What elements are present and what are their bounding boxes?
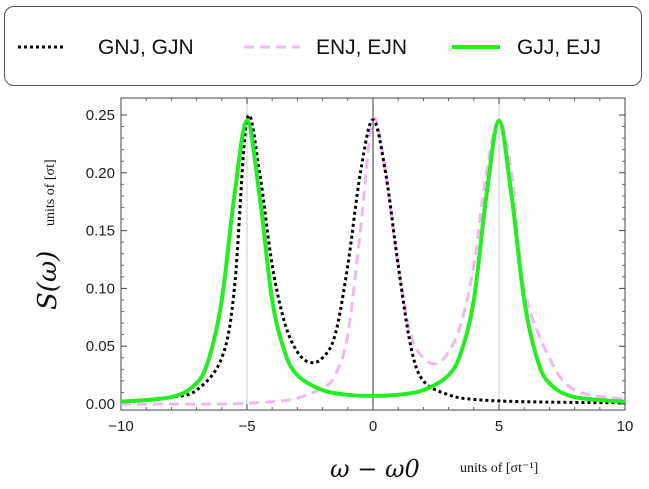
legend-label-gjj: GJJ, EJJ	[517, 36, 601, 59]
series-gjj-ejj	[120, 118, 626, 404]
legend-label-gnj: GNJ, GJN	[98, 36, 194, 59]
y-tick-label: 0.20	[86, 165, 115, 182]
x-tick-label: −5	[238, 418, 255, 435]
gridlines	[246, 98, 500, 410]
x-axis-units: units of [σt⁻¹]	[460, 461, 538, 476]
y-tick-label: 0.25	[86, 107, 115, 124]
y-tick-label: 0.15	[86, 223, 115, 240]
legend-label-enj: ENJ, EJN	[316, 36, 407, 59]
y-axis-units: units of [σt]	[43, 159, 58, 226]
x-tick-label: 5	[495, 418, 503, 435]
x-tick-label: 0	[369, 418, 377, 435]
x-tick-label: 10	[617, 418, 634, 435]
x-axis-label: ω − ω0	[330, 455, 420, 483]
legend	[4, 6, 642, 86]
y-axis-label: S(ω)	[33, 251, 63, 310]
axis-ticks: −10 −5 0 5 10 0.00 0.05 0.10 0.15 0.20 0.25	[86, 98, 634, 435]
series-group	[120, 113, 626, 406]
y-tick-label: 0.10	[86, 280, 115, 297]
x-tick-label: −10	[108, 418, 133, 435]
y-tick-label: 0.05	[86, 338, 115, 355]
series-enj-ejn	[120, 116, 626, 406]
y-tick-label: 0.00	[86, 396, 115, 413]
